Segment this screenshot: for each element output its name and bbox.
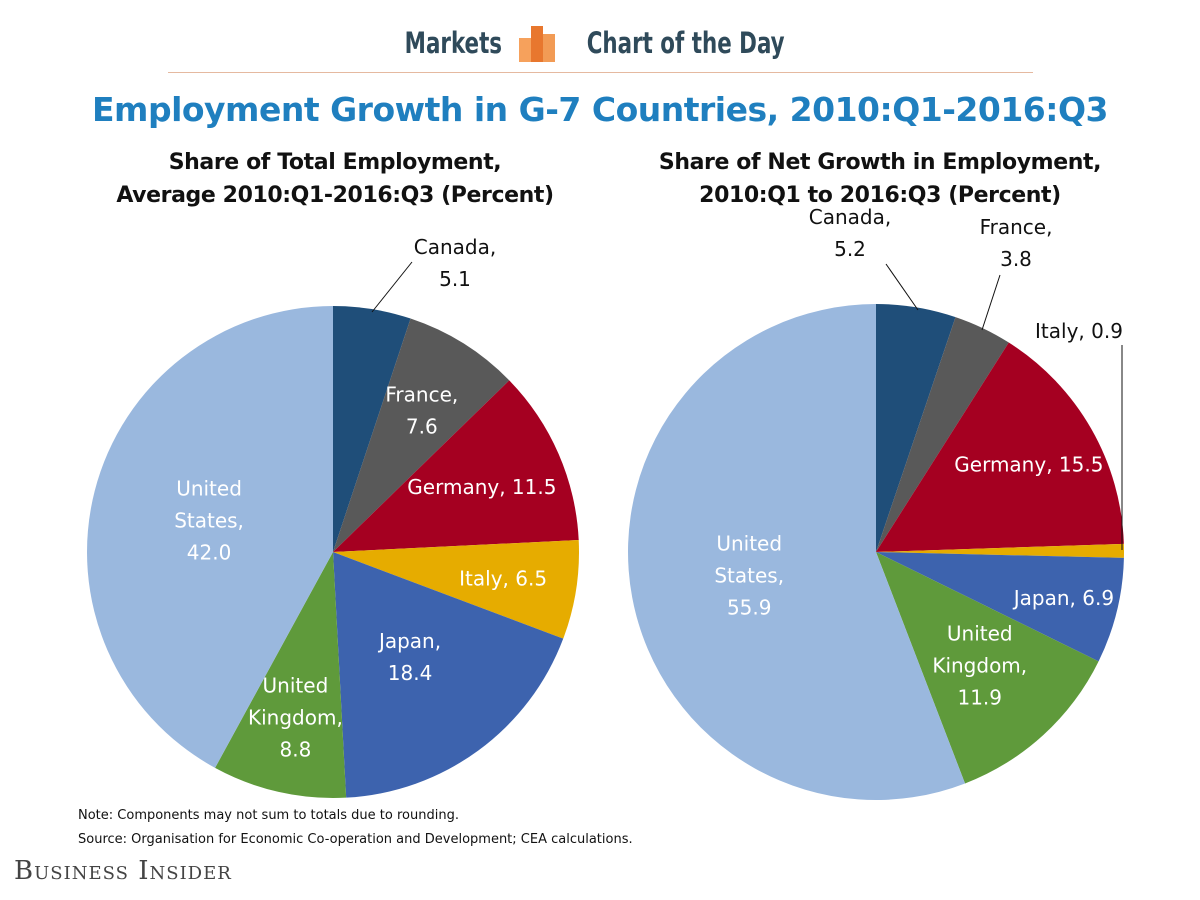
right-label-line-italy-0: Italy, 0.9: [1035, 319, 1123, 343]
right-label-line-united-states-0: United: [716, 532, 782, 556]
right-slice-united-states: [628, 304, 966, 800]
left-label-line-italy-0: Italy, 6.5: [459, 567, 547, 591]
left-label-france: France, 7.6: [385, 382, 458, 438]
left-label-line-united-states-1: States,: [174, 508, 244, 532]
left-slice-canada: [333, 306, 411, 552]
left-label-line-united-states-0: United: [176, 476, 242, 500]
left-label-united-states: United States, 42.0: [174, 476, 244, 564]
left-slice-france: [333, 318, 510, 552]
right-label-line-united-states-2: 55.9: [727, 596, 772, 620]
left-label-line-united-kingdom-1: Kingdom,: [248, 706, 343, 730]
right-slice-japan: [876, 552, 1124, 662]
left-label-united-kingdom: United Kingdom, 8.8: [248, 674, 343, 762]
left-label-line-united-states-2: 42.0: [187, 540, 232, 564]
left-label-line-japan-1: 18.4: [388, 661, 433, 685]
left-label-canada: Canada, 5.1: [414, 235, 496, 291]
right-label-france: France, 3.8: [980, 215, 1053, 271]
left-slice-italy: [333, 540, 580, 639]
left-slice-united-states: [87, 306, 333, 768]
right-label-canada: Canada, 5.2: [809, 205, 891, 261]
business-insider-logo: Business Insider: [14, 856, 232, 886]
footnotes: Note: Components may not sum to totals d…: [78, 804, 633, 852]
right-slice-united-kingdom: [876, 552, 1099, 784]
left-label-line-france-0: France,: [385, 382, 458, 406]
right-label-line-japan-0: Japan, 6.9: [1012, 586, 1114, 610]
left-subtitle-line2: Average 2010:Q1-2016:Q3 (Percent): [116, 183, 554, 208]
right-label-line-germany-0: Germany, 15.5: [954, 453, 1103, 477]
right-leader-line-canada: [885, 263, 919, 311]
right-subtitle-line2: 2010:Q1 to 2016:Q3 (Percent): [699, 183, 1061, 208]
left-label-line-canada-1: 5.1: [439, 267, 471, 291]
left-subtitle-line1: Share of Total Employment,: [168, 150, 502, 175]
left-slice-japan: [333, 552, 564, 798]
right-label-line-united-states-1: States,: [714, 564, 784, 588]
left-label-line-germany-0: Germany, 11.5: [407, 475, 556, 499]
pie-chart-net-growth: Canada, 5.2 France, 3.8 Germany, 15.5 Italy, …: [628, 205, 1125, 800]
pie-chart-total-employment: Canada, 5.1 France, 7.6 Germany, 11.5 Italy, …: [87, 235, 580, 799]
right-slice-italy: [876, 543, 1125, 558]
note-text: Note: Components may not sum to totals d…: [78, 808, 459, 823]
right-slice-canada: [876, 304, 956, 552]
left-leader-line-canada: [371, 261, 413, 313]
right-label-line-canada-0: Canada,: [809, 205, 891, 229]
left-label-italy: Italy, 6.5: [459, 567, 547, 591]
right-slice-france: [876, 317, 1009, 552]
right-label-line-canada-1: 5.2: [834, 237, 866, 261]
header-chart-of-the-day: Chart of the Day: [586, 26, 785, 60]
right-slice-germany: [876, 342, 1124, 552]
left-label-line-united-kingdom-0: United: [263, 674, 329, 698]
left-label-line-united-kingdom-2: 8.8: [280, 738, 312, 762]
header-divider: [168, 72, 1033, 73]
right-label-germany: Germany, 15.5: [954, 453, 1103, 477]
right-label-line-united-kingdom-1: Kingdom,: [932, 653, 1027, 677]
left-label-japan: Japan, 18.4: [377, 629, 441, 685]
left-slice-germany: [333, 380, 579, 552]
left-label-line-france-1: 7.6: [406, 414, 438, 438]
left-label-line-canada-0: Canada,: [414, 235, 496, 259]
right-subtitle-line1: Share of Net Growth in Employment,: [658, 150, 1102, 175]
right-chart-subtitle: Share of Net Growth in Employment, 2010:…: [590, 146, 1170, 212]
right-label-italy: Italy, 0.9: [1035, 319, 1123, 343]
right-label-united-states: United States, 55.9: [714, 532, 784, 620]
right-label-united-kingdom: United Kingdom, 11.9: [932, 621, 1027, 709]
left-label-germany: Germany, 11.5: [407, 475, 556, 499]
left-chart-subtitle: Share of Total Employment, Average 2010:…: [60, 146, 610, 212]
right-label-line-france-1: 3.8: [1000, 247, 1032, 271]
right-label-japan: Japan, 6.9: [1012, 586, 1114, 610]
chart-title: Employment Growth in G-7 Countries, 2010…: [92, 90, 1108, 129]
left-slice-united-kingdom: [215, 552, 347, 799]
header: Markets Chart of the Day: [0, 18, 1200, 68]
left-label-line-japan-0: Japan,: [377, 629, 441, 653]
right-leader-line-france: [981, 274, 1001, 331]
header-markets: Markets: [404, 26, 503, 60]
right-label-line-united-kingdom-0: United: [947, 621, 1013, 645]
source-text: Source: Organisation for Economic Co-ope…: [78, 832, 633, 847]
bar-chart-logo-icon: [518, 26, 555, 62]
right-label-line-united-kingdom-2: 11.9: [957, 685, 1002, 709]
right-label-line-france-0: France,: [980, 215, 1053, 239]
